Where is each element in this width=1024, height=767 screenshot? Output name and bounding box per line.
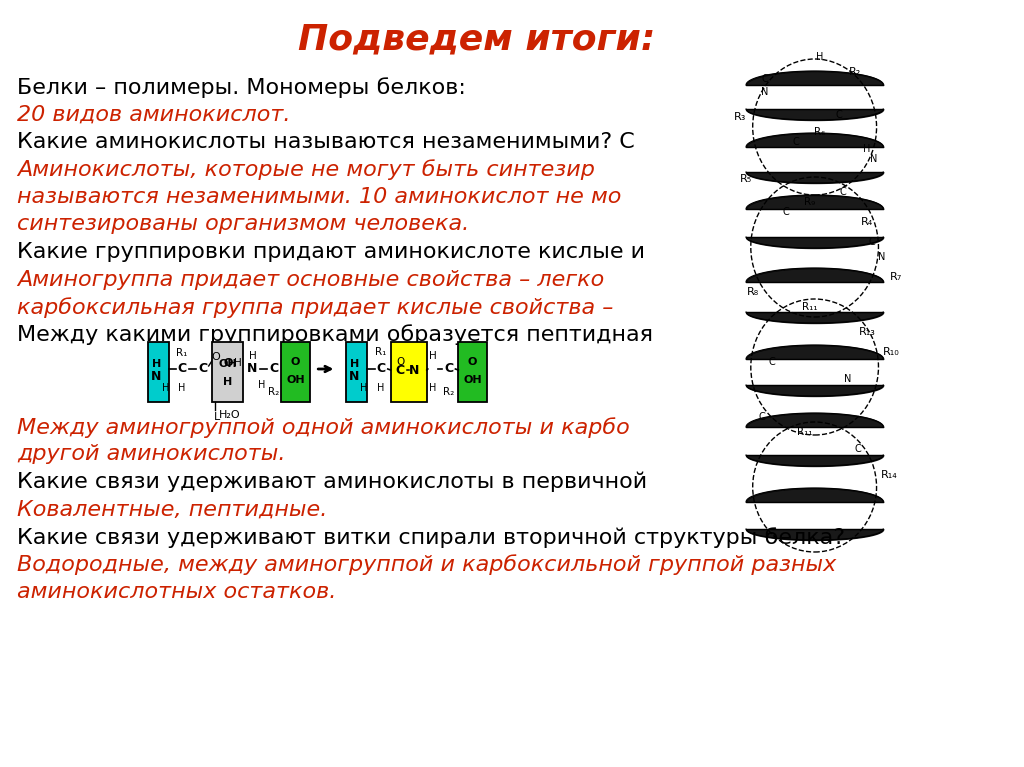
Text: H: H <box>863 144 870 154</box>
Text: C: C <box>762 74 768 84</box>
Text: другой аминокислоты.: другой аминокислоты. <box>17 445 286 465</box>
Text: H: H <box>350 359 359 369</box>
Text: C: C <box>782 207 790 217</box>
Text: N: N <box>410 364 420 377</box>
Text: R₁₀: R₁₀ <box>883 347 899 357</box>
Text: Аминогруппа придает основные свойства – легко: Аминогруппа придает основные свойства – … <box>17 269 604 289</box>
Text: H: H <box>429 383 436 393</box>
Text: N: N <box>152 370 162 384</box>
Text: C: C <box>840 187 847 197</box>
Text: R₁₁: R₁₁ <box>802 302 818 312</box>
Text: R₁₃: R₁₃ <box>858 327 876 337</box>
Text: Между аминогруппой одной аминокислоты и карбо: Между аминогруппой одной аминокислоты и … <box>17 417 630 438</box>
FancyBboxPatch shape <box>281 342 309 402</box>
Text: C: C <box>269 363 278 376</box>
Text: аминокислотных остатков.: аминокислотных остатков. <box>17 582 337 602</box>
Text: O: O <box>291 357 300 367</box>
Text: R₅: R₅ <box>740 174 752 184</box>
Text: H: H <box>258 380 265 390</box>
Text: R₁: R₁ <box>176 348 187 358</box>
Text: C: C <box>836 110 842 120</box>
Text: R₆: R₆ <box>814 127 825 137</box>
Text: 20 видов аминокислот.: 20 видов аминокислот. <box>17 104 291 124</box>
Text: C: C <box>868 237 876 247</box>
Text: Между какими группировками образуется пептидная: Между какими группировками образуется пе… <box>17 324 653 345</box>
Text: R₂: R₂ <box>849 67 861 77</box>
Text: R₁: R₁ <box>376 347 387 357</box>
Text: C: C <box>177 363 186 376</box>
Text: H: H <box>234 358 242 368</box>
Text: R₁₁: R₁₁ <box>798 427 813 437</box>
Text: O: O <box>396 357 404 367</box>
Text: C: C <box>854 444 861 454</box>
Text: Какие группировки придают аминокислоте кислые и: Какие группировки придают аминокислоте к… <box>17 242 645 262</box>
Text: R₈: R₈ <box>746 287 759 297</box>
Text: H: H <box>223 377 232 387</box>
Text: C: C <box>759 412 766 422</box>
Text: N: N <box>870 154 878 164</box>
Text: OH: OH <box>218 359 237 369</box>
Text: C: C <box>377 363 386 376</box>
Text: N: N <box>248 363 258 376</box>
Text: Аминокислоты, которые не могут быть синтезир: Аминокислоты, которые не могут быть синт… <box>17 160 595 180</box>
FancyBboxPatch shape <box>346 342 367 402</box>
Text: H: H <box>152 359 161 369</box>
Text: R₂: R₂ <box>268 387 280 397</box>
Text: Какие связи удерживают витки спирали вторичной структуры белка?: Какие связи удерживают витки спирали вто… <box>17 527 845 548</box>
Text: Водородные, между аминогруппой и карбоксильной группой разных: Водородные, между аминогруппой и карбокс… <box>17 555 837 575</box>
FancyBboxPatch shape <box>147 342 169 402</box>
Text: C: C <box>199 363 208 376</box>
Text: называются незаменимыми. 10 аминокислот не мо: называются незаменимыми. 10 аминокислот … <box>17 187 622 207</box>
Text: H: H <box>378 383 385 393</box>
Text: H₂O: H₂O <box>219 410 241 420</box>
Text: R₄: R₄ <box>861 217 873 227</box>
Text: C: C <box>395 364 404 377</box>
Text: R₇: R₇ <box>890 272 902 282</box>
Text: OH: OH <box>463 375 482 385</box>
Text: O: O <box>223 358 232 368</box>
FancyBboxPatch shape <box>459 342 486 402</box>
Text: C: C <box>793 137 799 147</box>
Text: H: H <box>816 52 823 62</box>
Text: Какие аминокислоты называются незаменимыми? С: Какие аминокислоты называются незаменимы… <box>17 132 635 152</box>
Text: R₂: R₂ <box>443 387 455 397</box>
Text: O: O <box>468 357 477 367</box>
Text: OH: OH <box>286 375 305 385</box>
Text: R₉: R₉ <box>804 197 815 207</box>
Text: H: H <box>178 383 185 393</box>
Text: H: H <box>429 351 436 361</box>
FancyBboxPatch shape <box>390 342 427 402</box>
Text: C: C <box>768 357 775 367</box>
Text: Ковалентные, пептидные.: Ковалентные, пептидные. <box>17 499 328 519</box>
Text: H: H <box>249 351 256 361</box>
Text: N: N <box>762 87 769 97</box>
Text: R₁₄: R₁₄ <box>881 470 897 480</box>
Text: карбоксильная группа придает кислые свойства –: карбоксильная группа придает кислые свой… <box>17 297 613 318</box>
Text: синтезированы организмом человека.: синтезированы организмом человека. <box>17 215 469 235</box>
FancyBboxPatch shape <box>212 342 243 402</box>
Text: R₃: R₃ <box>734 112 746 122</box>
Text: C: C <box>444 363 454 376</box>
Text: Белки – полимеры. Мономеры белков:: Белки – полимеры. Мономеры белков: <box>17 77 466 98</box>
Text: H: H <box>360 383 368 393</box>
Text: N: N <box>878 252 885 262</box>
Text: N: N <box>349 370 359 384</box>
Text: N: N <box>845 374 852 384</box>
Text: L: L <box>213 412 220 422</box>
Text: Подведем итоги:: Подведем итоги: <box>298 22 655 56</box>
Text: H: H <box>162 383 169 393</box>
Text: O: O <box>211 352 220 362</box>
Text: Какие связи удерживают аминокислоты в первичной: Какие связи удерживают аминокислоты в пе… <box>17 472 647 492</box>
